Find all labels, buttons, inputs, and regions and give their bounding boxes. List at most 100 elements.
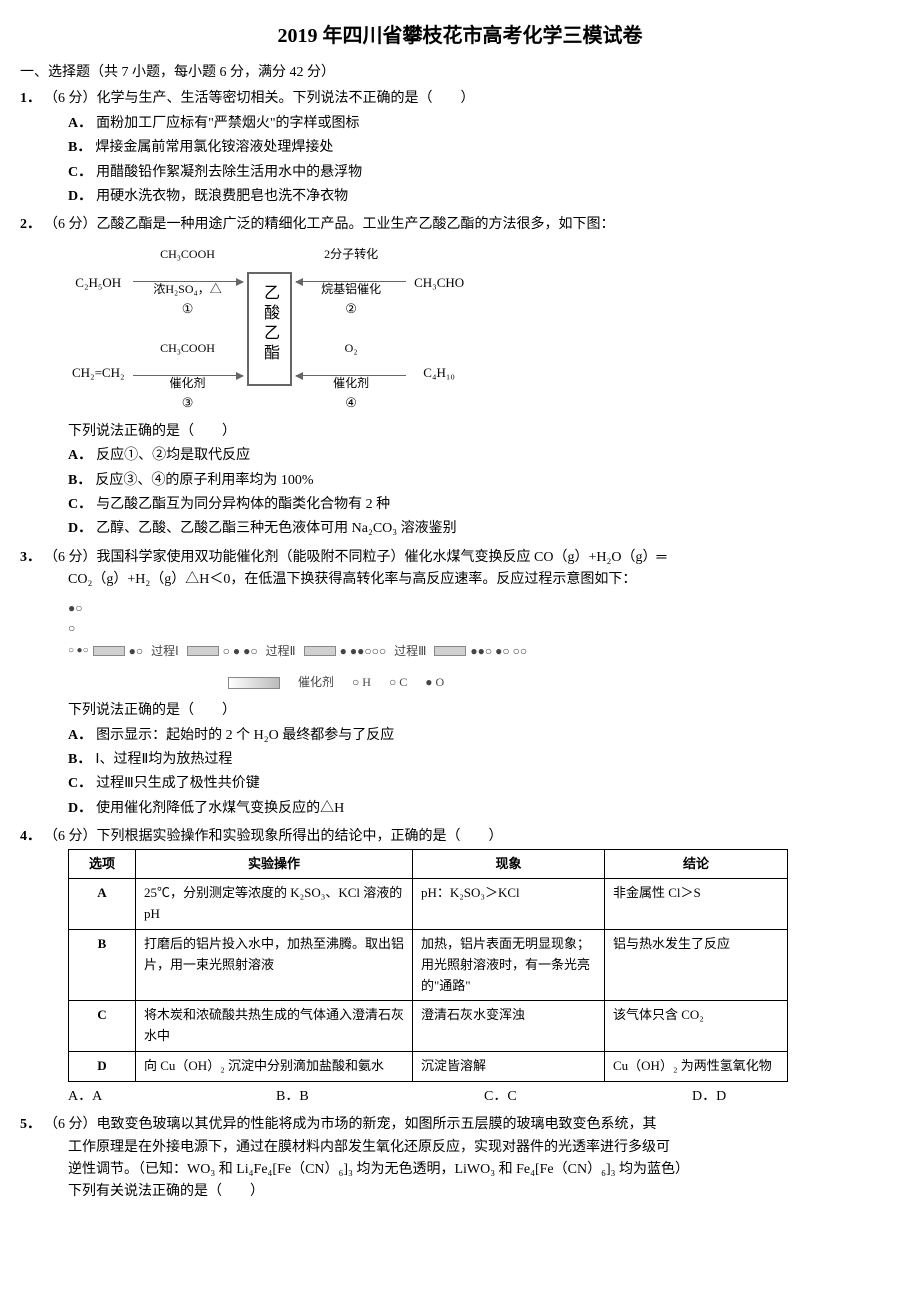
q3-text: （6 分）我国科学家使用双功能催化剂（能吸附不同粒子）催化水煤气变换反应 CO（… [44,547,900,569]
arrow4-bot: 催化剂 [333,374,369,393]
q5-stem1: 电致变色玻璃以其优异的性能将成为市场的新宠，如图所示五层膜的玻璃电致变色系统，其 [97,1117,657,1132]
q1-points: （6 分） [44,91,97,106]
q3-d-text: 使用催化剂降低了水煤气变换反应的△H [96,801,344,816]
td-b1: 打磨后的铝片投入水中，加热至沸腾。取出铝片，用一束光照射溶液 [136,929,413,1000]
td-b3: 铝与热水发生了反应 [605,929,788,1000]
legend-h: H [362,675,371,689]
arrow4-top: O₂ [345,341,358,355]
td-a0: A [69,879,136,930]
q1-a-text: 面粉加工厂应标有"严禁烟火"的字样或图标 [96,116,359,131]
diagram-left2: CH₂=CH₂ [72,354,125,394]
arrow2-top: 2分子转化 [324,247,378,261]
q1-opt-c: C．用醋酸铅作絮凝剂去除生活用水中的悬浮物 [68,162,900,184]
q3-c-text: 过程Ⅲ只生成了极性共价键 [96,776,260,791]
q2-a-text: 反应①、②均是取代反应 [96,448,250,463]
q5-stem2: 工作原理是在外接电源下，通过在膜材料内部发生氧化还原反应，实现对器件的光透率进行… [20,1137,900,1159]
th-3: 结论 [605,849,788,879]
q3-stem1: 我国科学家使用双功能催化剂（能吸附不同粒子）催化水煤气变换反应 CO（g）+H₂… [97,550,667,565]
q4-num: 4． [20,826,44,848]
q1-num: 1． [20,88,44,110]
arrow3-bot: 催化剂 [170,374,206,393]
arrow3-top: CH₃COOH [160,341,215,355]
q3-a-text: 图示显示：起始时的 2 个 H₂O 最终都参与了反应 [96,728,394,743]
page-title: 2019 年四川省攀枝花市高考化学三模试卷 [20,20,900,52]
q2-text: （6 分）乙酸乙酯是一种用途广泛的精细化工产品。工业生产乙酸乙酯的方法很多，如下… [44,214,900,236]
process2-label: 过程Ⅱ [266,642,296,661]
table-row: A 25℃，分别测定等浓度的 K₂SO₃、KCl 溶液的 pH pH：K₂SO₃… [69,879,788,930]
q2-diagram: C₂H₅OH CH₂=CH₂ CH₃COOH 浓H₂SO₄，△ ① CH₃COO… [20,245,900,413]
q4-mc-d: D．D [692,1086,900,1108]
q5-stem4: 下列有关说法正确的是（ ） [20,1181,900,1203]
q3-stem2: CO₂（g）+H₂（g）△H＜0，在低温下换获得高转化率与高反应速率。反应过程示… [20,569,900,591]
td-d3: Cu（OH）₂ 为两性氢氧化物 [605,1051,788,1081]
legend-catalyst-icon [228,677,280,689]
td-b0: B [69,929,136,1000]
question-5: 5． （6 分）电致变色玻璃以其优异的性能将成为市场的新宠，如图所示五层膜的玻璃… [20,1114,900,1204]
arrow2-num: ② [345,299,357,319]
q2-stem2: 下列说法正确的是（ ） [20,421,900,443]
q2-b-text: 反应③、④的原子利用率均为 100% [95,473,313,488]
question-3: 3． （6 分）我国科学家使用双功能催化剂（能吸附不同粒子）催化水煤气变换反应 … [20,547,900,820]
q5-points: （6 分） [44,1117,97,1132]
arrow1-bot: 浓H₂SO₄，△ [153,280,221,299]
arrow1-num: ① [182,299,194,319]
table-row: C 将木炭和浓硫酸共热生成的气体通入澄清石灰水中 澄清石灰水变浑浊 该气体只含 … [69,1001,788,1052]
q1-opt-d: D．用硬水洗衣物，既浪费肥皂也洗不净衣物 [68,186,900,208]
q4-stem: 下列根据实验操作和实验现象所得出的结论中，正确的是（ ） [97,829,503,844]
arrow1-top: CH₃COOH [160,247,215,261]
q4-points: （6 分） [44,829,97,844]
q2-points: （6 分） [44,217,97,232]
q1-c-text: 用醋酸铅作絮凝剂去除生活用水中的悬浮物 [96,165,362,180]
table-row: B 打磨后的铝片投入水中，加热至沸腾。取出铝片，用一束光照射溶液 加热，铝片表面… [69,929,788,1000]
q1-text: （6 分）化学与生产、生活等密切相关。下列说法不正确的是（ ） [44,88,900,110]
diagram-center: 乙酸乙酯 [247,272,293,386]
q3-stem3: 下列说法正确的是（ ） [20,700,900,722]
td-c0: C [69,1001,136,1052]
q2-opt-b: B．反应③、④的原子利用率均为 100% [68,470,900,492]
question-4: 4． （6 分）下列根据实验操作和实验现象所得出的结论中，正确的是（ ） 选项 … [20,826,900,1108]
section-header: 一、选择题（共 7 小题，每小题 6 分，满分 42 分） [20,62,900,84]
q2-num: 2． [20,214,44,236]
q2-opt-d: D．乙醇、乙酸、乙酸乙酯三种无色液体可用 Na₂CO₃ 溶液鉴别 [68,518,900,540]
td-b2: 加热，铝片表面无明显现象；用光照射溶液时，有一条光亮的"通路" [413,929,605,1000]
diagram-right2: C₄H₁₀ [423,354,455,394]
q3-opt-c: C．过程Ⅲ只生成了极性共价键 [68,773,900,795]
question-1: 1． （6 分）化学与生产、生活等密切相关。下列说法不正确的是（ ） A．面粉加… [20,88,900,208]
q3-opt-a: A．图示显示：起始时的 2 个 H₂O 最终都参与了反应 [68,725,900,747]
td-d0: D [69,1051,136,1081]
q2-d-text: 乙醇、乙酸、乙酸乙酯三种无色液体可用 Na₂CO₃ 溶液鉴别 [96,521,457,536]
q5-stem3: 逆性调节。（已知：WO₃ 和 Li₄Fe₄[Fe（CN）₆]₃ 均为无色透明，L… [20,1159,900,1181]
process3-label: 过程Ⅲ [394,642,426,661]
q4-mc-c: C．C [484,1086,692,1108]
td-a1: 25℃，分别测定等浓度的 K₂SO₃、KCl 溶液的 pH [136,879,413,930]
td-a3: 非金属性 Cl＞S [605,879,788,930]
arrow2-bot: 烷基铝催化 [321,280,381,299]
question-2: 2． （6 分）乙酸乙酯是一种用途广泛的精细化工产品。工业生产乙酸乙酯的方法很多… [20,214,900,540]
diagram-right1: CH₃CHO [414,264,464,304]
q5-num: 5． [20,1114,44,1136]
q3-opt-d: D．使用催化剂降低了水煤气变换反应的△H [68,798,900,820]
td-d2: 沉淀皆溶解 [413,1051,605,1081]
q1-d-text: 用硬水洗衣物，既浪费肥皂也洗不净衣物 [96,189,348,204]
arrow3-num: ③ [182,393,194,413]
th-1: 实验操作 [136,849,413,879]
th-2: 现象 [413,849,605,879]
process1-label: 过程Ⅰ [151,642,179,661]
q2-stem: 乙酸乙酯是一种用途广泛的精细化工产品。工业生产乙酸乙酯的方法很多，如下图： [97,217,615,232]
td-d1: 向 Cu（OH）₂ 沉淀中分别滴加盐酸和氨水 [136,1051,413,1081]
q4-table: 选项 实验操作 现象 结论 A 25℃，分别测定等浓度的 K₂SO₃、KCl 溶… [68,849,788,1082]
legend-cat: 催化剂 [298,673,334,692]
q4-text: （6 分）下列根据实验操作和实验现象所得出的结论中，正确的是（ ） [44,826,900,848]
q3-b-text: Ⅰ、过程Ⅱ均为放热过程 [95,752,232,767]
q4-mc-b: B．B [276,1086,484,1108]
q2-opt-a: A．反应①、②均是取代反应 [68,445,900,467]
q3-points: （6 分） [44,550,97,565]
q3-num: 3． [20,547,44,569]
q3-diagram: ●○○ ○ ●○●○ 过程Ⅰ ○ ● ●○ 过程Ⅱ ● ●●○○○ 过程Ⅲ ●●… [20,599,900,692]
legend-c: C [399,675,407,689]
table-header-row: 选项 实验操作 现象 结论 [69,849,788,879]
legend-o: O [435,675,444,689]
td-a2: pH：K₂SO₃＞KCl [413,879,605,930]
th-0: 选项 [69,849,136,879]
q1-opt-a: A．面粉加工厂应标有"严禁烟火"的字样或图标 [68,113,900,135]
